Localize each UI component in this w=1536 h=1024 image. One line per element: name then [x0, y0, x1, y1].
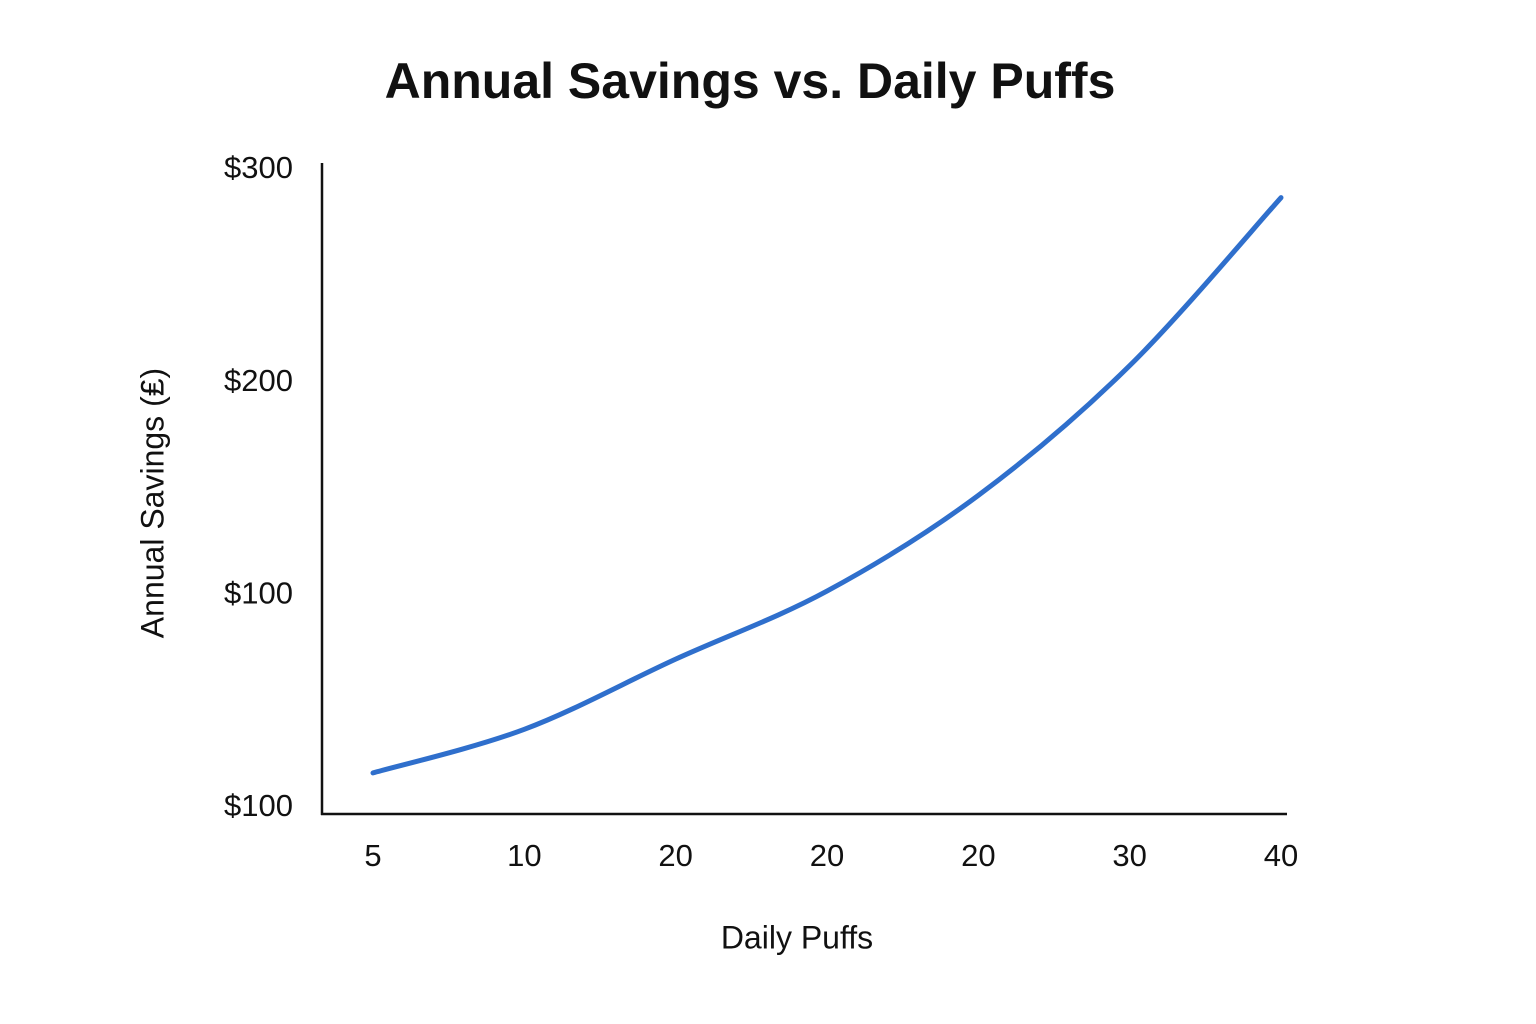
- x-tick-label: 5: [364, 838, 381, 873]
- x-axis-label: Daily Puffs: [721, 919, 873, 955]
- x-tick-label: 20: [961, 838, 995, 873]
- line-series: [370, 195, 1284, 776]
- y-tick-label: $300: [224, 150, 293, 185]
- y-tick-label: $200: [224, 363, 293, 398]
- chart-title: Annual Savings vs. Daily Puffs: [385, 53, 1116, 109]
- x-tick-label: 20: [810, 838, 844, 873]
- y-tick-label: $100: [224, 788, 293, 823]
- x-tick-label: 40: [1264, 838, 1298, 873]
- x-tick-label: 30: [1112, 838, 1146, 873]
- x-tick-label: 20: [658, 838, 692, 873]
- x-tick-label: 10: [507, 838, 541, 873]
- y-tick-label: $100: [224, 576, 293, 611]
- y-axis-label: Annual Savings (₤): [134, 368, 170, 638]
